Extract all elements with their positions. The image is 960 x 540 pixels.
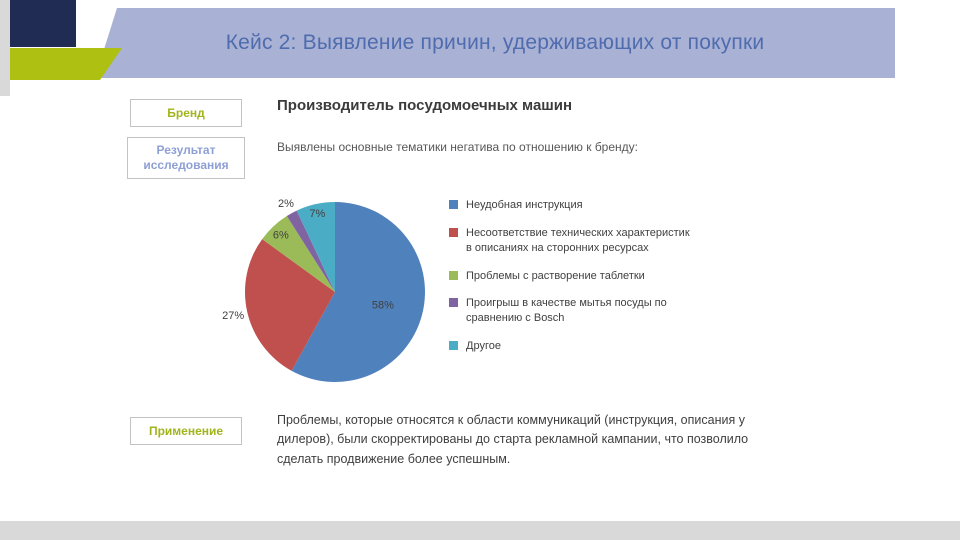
legend-item: Проигрыш в качестве мытья посуды по срав… [449, 296, 694, 326]
pie-slice [296, 202, 335, 292]
brand-heading: Производитель посудомоечных машин [277, 97, 573, 114]
slide-title: Кейс 2: Выявление причин, удерживающих о… [225, 31, 765, 54]
sidebar-label-brand: Бренд [130, 99, 242, 127]
legend-swatch [449, 298, 458, 308]
pie-value-label: 7% [309, 208, 325, 220]
navy-corner-block [10, 0, 76, 47]
legend-swatch [449, 200, 458, 209]
legend-item: Несоответствие технических характеристик… [449, 226, 694, 256]
pie-value-label: 6% [273, 229, 289, 241]
result-intro-text: Выявлены основные тематики негатива по о… [277, 140, 638, 154]
legend-swatch [449, 227, 458, 237]
chart-legend: Неудобная инструкция Несоответствие техни… [449, 198, 694, 354]
legend-label: Проигрыш в качестве мытья посуды по срав… [466, 297, 667, 325]
left-gray-strip [0, 0, 10, 96]
legend-label: Неудобная инструкция [466, 199, 583, 211]
legend-item: Другое [449, 339, 694, 354]
legend-swatch [449, 270, 458, 280]
legend-label: Проблемы с растворение таблетки [466, 269, 645, 282]
sidebar-label-result: Результат исследования [127, 137, 245, 179]
legend-item: Проблемы с растворение таблетки [449, 269, 694, 284]
application-text: Проблемы, которые относятся к области ко… [277, 413, 749, 466]
bottom-gray-bar [0, 521, 960, 540]
pie-slice [262, 216, 335, 292]
pie-chart: 58% 27% 6% 2% 7% [222, 198, 425, 382]
pie-value-label: 58% [372, 299, 394, 311]
legend-label: Другое [466, 340, 501, 353]
pie-slice [244, 239, 335, 371]
pie-value-label: 2% [278, 198, 294, 210]
pie-value-label: 27% [222, 310, 244, 322]
legend-swatch [449, 341, 458, 351]
green-accent-shape [10, 48, 122, 80]
pie-slice [291, 202, 425, 382]
pie-slice [286, 210, 335, 292]
legend-item: Неудобная инструкция [449, 198, 694, 213]
sidebar-label-application: Применение [130, 417, 242, 445]
legend-label: Несоответствие технических характеристик… [466, 226, 690, 254]
header-band: Кейс 2: Выявление причин, удерживающих о… [95, 8, 895, 78]
